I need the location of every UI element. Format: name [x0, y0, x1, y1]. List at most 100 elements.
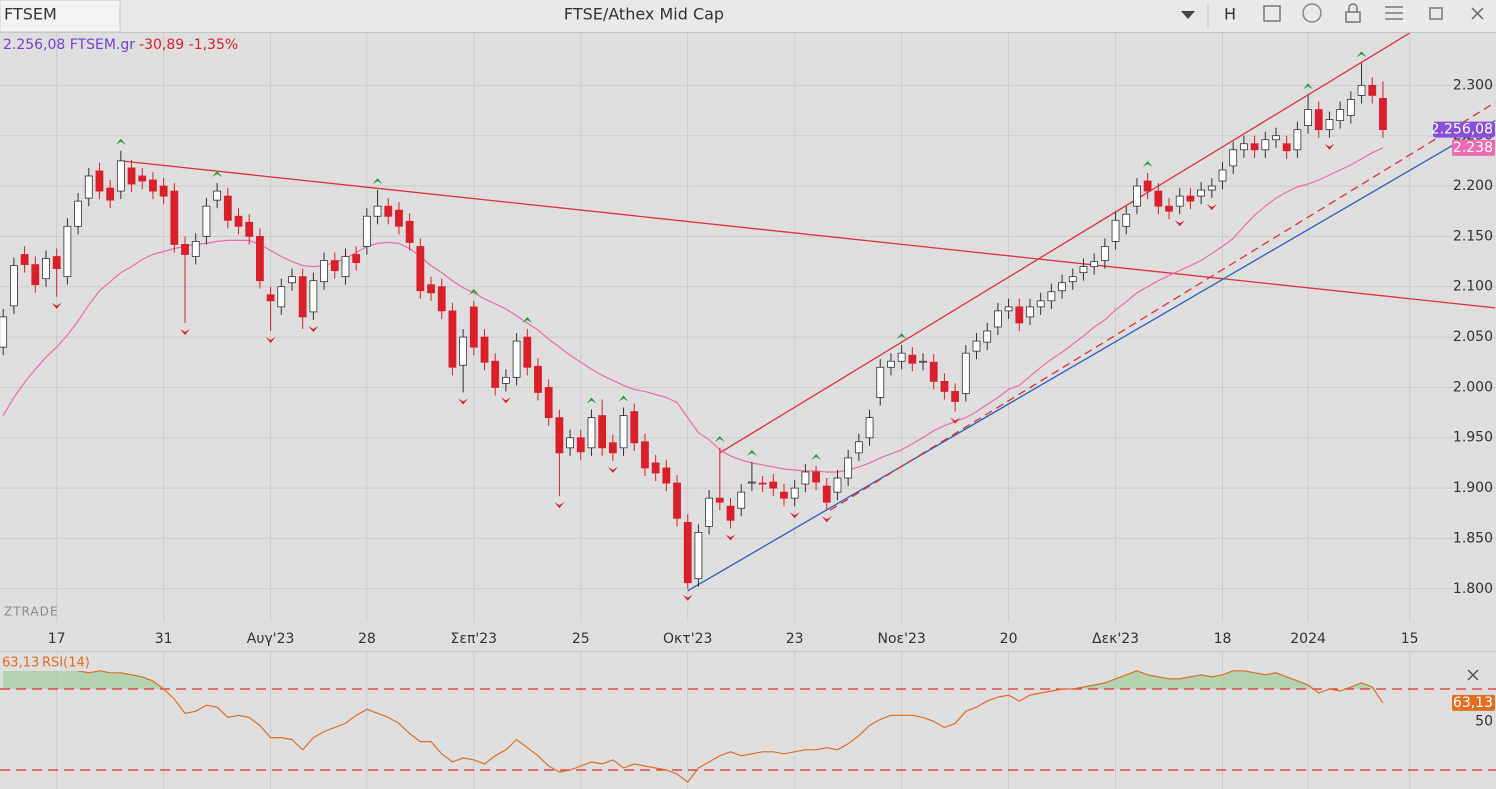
candle-body — [1143, 180, 1152, 192]
y-tick-label: 2.200 — [1453, 178, 1493, 194]
candle-body — [619, 415, 628, 449]
x-tick-label: 18 — [1214, 631, 1232, 647]
candle-body — [502, 376, 510, 384]
candle-body — [1207, 185, 1216, 191]
change-info: -30,89 -1,35% — [139, 37, 238, 53]
candle-body — [544, 387, 553, 419]
candle-body — [769, 481, 778, 489]
candle-body — [223, 195, 232, 221]
high-marker — [1142, 160, 1153, 167]
close-icon[interactable] — [1471, 7, 1484, 20]
trendline — [687, 120, 1496, 592]
candle-body — [1197, 189, 1206, 197]
candle-body — [245, 221, 254, 237]
candle-body — [202, 205, 211, 237]
dropdown-icon[interactable] — [1181, 11, 1195, 19]
quote-icon[interactable] — [1302, 3, 1322, 23]
low-marker — [308, 325, 319, 332]
candle-body — [972, 340, 981, 352]
high-marker — [212, 171, 223, 178]
watermark: ZTRADE — [4, 605, 58, 619]
candle-body — [1314, 109, 1323, 131]
candle-body — [298, 276, 307, 318]
y-tick-label: 2.000 — [1453, 379, 1493, 395]
y-tick-label: 2.050 — [1453, 329, 1493, 345]
low-marker — [1206, 204, 1217, 211]
y-tick-label: 1.850 — [1453, 530, 1493, 546]
candle-body — [437, 286, 446, 312]
rsi-value: 63,13 — [2, 656, 39, 671]
menu-icon[interactable] — [1385, 6, 1403, 20]
x-tick-label: Οκτ'23 — [663, 631, 712, 647]
candle-body — [52, 256, 61, 269]
trendline — [829, 101, 1496, 511]
y-tick-label: 2.150 — [1453, 228, 1493, 244]
rsi-close-icon[interactable] — [1467, 669, 1479, 681]
ma-badge — [1452, 139, 1495, 156]
candle-body — [1036, 300, 1045, 308]
symbol-tab-label[interactable]: FTSEM — [4, 5, 57, 24]
candle-body — [459, 336, 468, 366]
x-tick-label: 17 — [48, 631, 66, 647]
candle-body — [683, 521, 692, 584]
candle-body — [31, 264, 40, 286]
rsi-overbought-fill — [3, 666, 1383, 689]
rsi-tick-label: 50 — [1475, 714, 1493, 730]
candle-body — [159, 185, 168, 197]
low-marker — [682, 594, 693, 601]
candle-body — [747, 481, 756, 484]
high-marker — [586, 397, 597, 404]
candle-body — [940, 380, 949, 392]
candle-body — [1272, 135, 1280, 141]
lock-icon[interactable] — [1345, 11, 1361, 23]
candle-body — [1015, 306, 1024, 324]
candle-body — [812, 471, 820, 483]
restore-icon[interactable] — [1429, 7, 1443, 20]
h-button[interactable]: H — [1224, 5, 1236, 24]
candle-body — [608, 442, 617, 454]
x-tick-label: 20 — [1000, 631, 1018, 647]
trendline — [719, 33, 1411, 454]
candle-body — [1239, 143, 1248, 151]
candle-body — [651, 462, 660, 474]
candle-body — [362, 215, 371, 247]
low-marker — [821, 516, 832, 523]
y-tick-label: 2.300 — [1453, 77, 1493, 93]
trendline — [120, 160, 1496, 309]
candle-body — [726, 505, 735, 521]
candle-body — [448, 310, 457, 368]
candle-body — [673, 482, 681, 519]
symbol-tab[interactable] — [0, 0, 121, 33]
candle-body — [576, 437, 585, 453]
candle-body — [705, 497, 714, 527]
high-marker — [372, 178, 383, 185]
panel-icon[interactable] — [1263, 5, 1281, 22]
candle-body — [1336, 109, 1345, 121]
low-marker — [607, 466, 618, 473]
candle-body — [694, 531, 703, 580]
candle-body — [737, 491, 746, 509]
low-marker — [180, 328, 191, 335]
candle-body — [42, 258, 50, 280]
candle-body — [1175, 195, 1184, 207]
price-info: 2.256,08 FTSEM.gr — [3, 37, 135, 53]
candle-body — [1293, 129, 1302, 151]
x-tick-label: Νοε'23 — [877, 631, 925, 647]
x-tick-label: Αυγ'23 — [247, 631, 295, 647]
candle-body — [662, 467, 671, 484]
candle-body — [523, 336, 532, 368]
candle-body — [598, 415, 607, 449]
candle-body — [191, 241, 200, 257]
candle-body — [1058, 282, 1066, 292]
last-price-badge — [1433, 121, 1495, 138]
candle-body — [330, 260, 339, 272]
candle-body — [288, 276, 296, 284]
window-title: FTSE/Athex Mid Cap — [564, 5, 724, 24]
high-marker — [115, 138, 126, 145]
high-marker — [896, 333, 907, 340]
candle-body — [1026, 306, 1034, 318]
x-tick-label: 2024 — [1290, 631, 1326, 647]
candle-body — [908, 354, 917, 364]
